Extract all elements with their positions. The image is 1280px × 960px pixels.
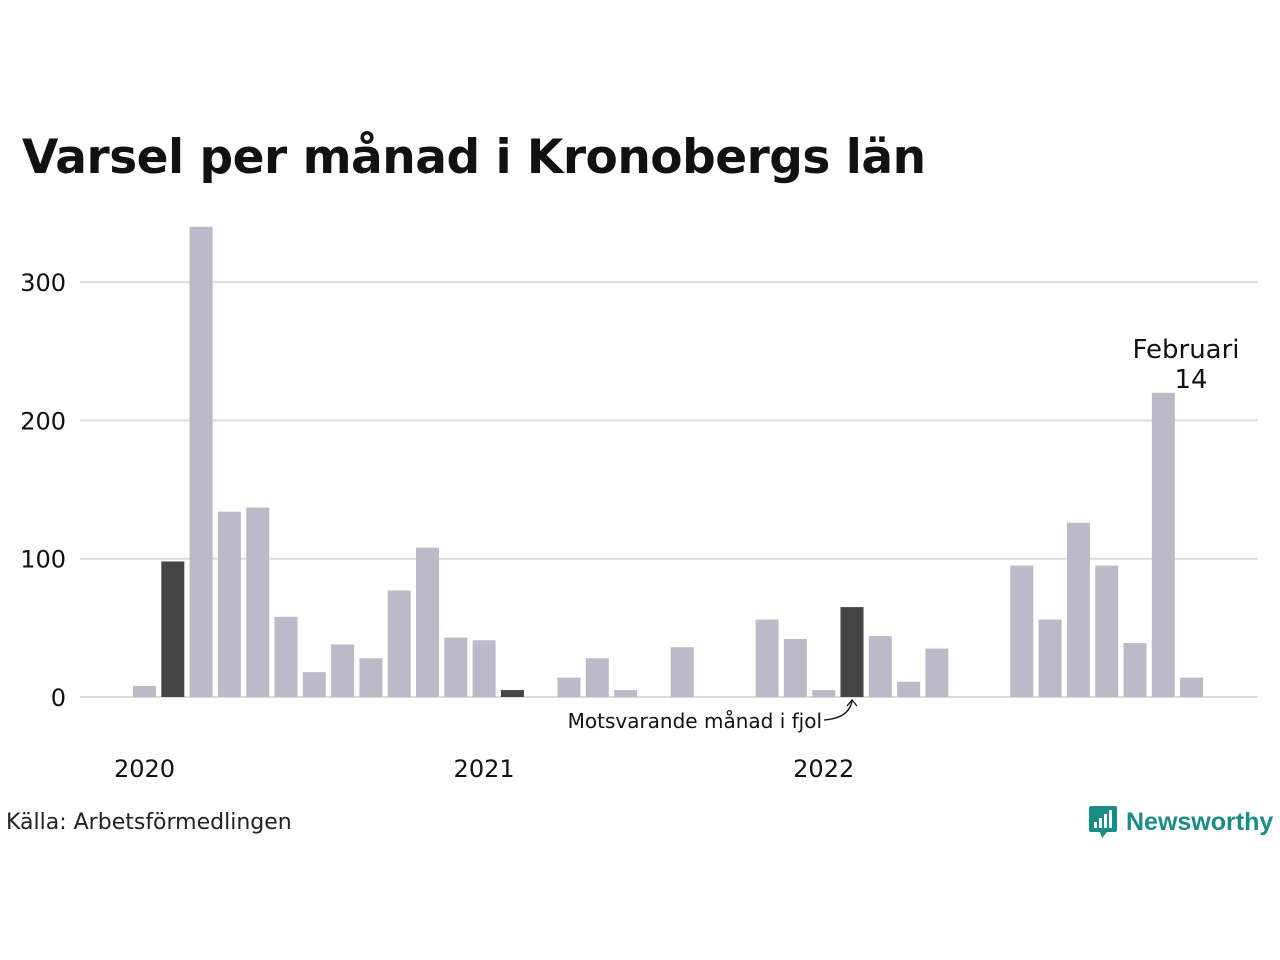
bar-2022-01 — [840, 607, 864, 697]
bar-2020-07 — [331, 644, 355, 697]
y-tick-label: 200 — [20, 407, 66, 435]
bar-2021-05 — [614, 690, 638, 697]
brand-logo: Newsworthy — [1088, 804, 1273, 840]
bar-2019-12 — [133, 685, 156, 697]
bar-2020-04 — [246, 507, 270, 697]
highlight-month-label: Februari — [1132, 335, 1239, 365]
bar-2020-06 — [302, 672, 326, 697]
x-axis: 2020 2021 2022 — [114, 755, 854, 783]
bar-2022-11 — [1123, 643, 1147, 697]
bar-2021-11 — [783, 638, 807, 697]
annotations: Februari 14 Motsvarande månad i fjol — [568, 335, 1240, 733]
y-tick-label: 100 — [20, 546, 66, 574]
prior-year-label: Motsvarande månad i fjol — [568, 709, 822, 733]
bar-2022-12 — [1151, 392, 1175, 697]
bar-2022-07 — [1010, 565, 1034, 697]
bar-2020-11 — [444, 637, 468, 697]
bar-chart: 0 100 200 300 2020 2021 2022 Februari 14 Mots… — [20, 226, 1258, 783]
y-tick-label: 300 — [20, 269, 66, 297]
bar-2022-10 — [1095, 565, 1119, 697]
bar-2023-01 — [1180, 677, 1204, 697]
highlight-value-label: 14 — [1174, 365, 1207, 395]
bar-2022-09 — [1066, 522, 1090, 697]
bar-2021-07 — [670, 647, 694, 697]
bar-2022-02 — [868, 636, 892, 697]
bar-2021-04 — [585, 658, 609, 697]
prior-year-arrow — [823, 699, 853, 721]
bar-2020-03 — [217, 511, 241, 697]
x-tick-label: 2020 — [114, 755, 175, 783]
bar-2020-12 — [472, 640, 496, 697]
y-tick-label: 0 — [51, 684, 66, 712]
x-tick-label: 2021 — [454, 755, 515, 783]
y-axis: 0 100 200 300 — [20, 269, 66, 712]
bar-2020-02 — [189, 226, 213, 697]
bar-2020-01 — [161, 561, 185, 697]
x-tick-label: 2022 — [793, 755, 854, 783]
bar-2022-04 — [925, 648, 949, 697]
bar-2020-08 — [359, 658, 383, 697]
prior-year-arrowhead — [846, 698, 858, 707]
bar-2020-10 — [416, 547, 439, 697]
bar-2021-03 — [557, 677, 581, 697]
brand-name: Newsworthy — [1126, 807, 1274, 836]
bar-2020-05 — [274, 616, 298, 697]
bar-2021-12 — [812, 690, 836, 697]
source-note: Källa: Arbetsförmedlingen — [6, 810, 292, 835]
chart-title: Varsel per månad i Kronobergs län — [22, 130, 926, 185]
bar-2021-01 — [500, 690, 524, 697]
bar-2021-10 — [755, 619, 779, 697]
bar-2020-09 — [387, 590, 411, 697]
bar-2022-08 — [1038, 619, 1062, 697]
bars — [133, 226, 1204, 697]
bar-2022-03 — [897, 681, 921, 697]
chart-bubble-icon — [1089, 806, 1117, 838]
